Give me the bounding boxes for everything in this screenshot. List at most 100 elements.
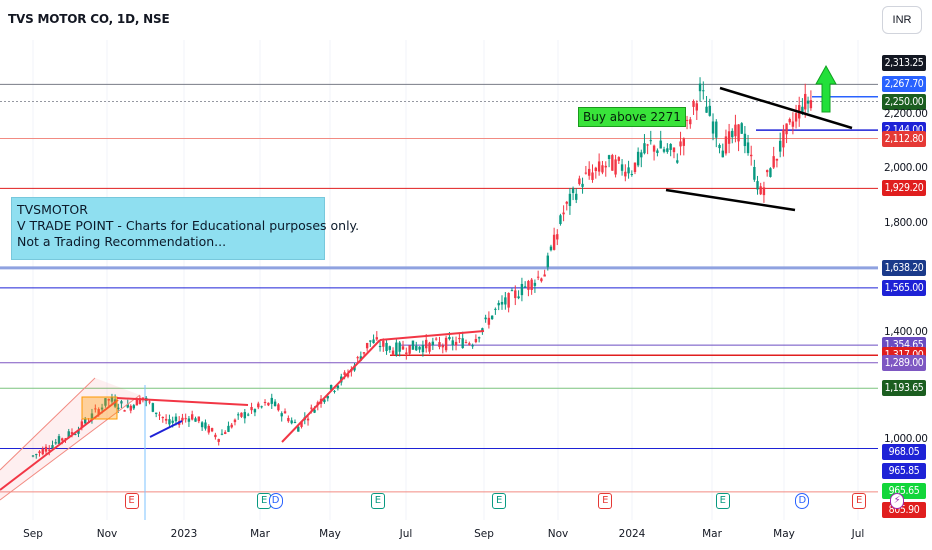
earnings-marker[interactable]: E <box>492 493 507 509</box>
candle-body <box>461 338 464 349</box>
candle-body <box>104 398 107 406</box>
candle-body <box>187 418 191 422</box>
candle-body <box>543 274 546 277</box>
candle-body <box>306 418 310 421</box>
dividend-marker[interactable]: D <box>268 493 283 509</box>
candle-body <box>135 398 139 406</box>
candle-body <box>727 131 731 144</box>
price-label-1: 2,267.70 <box>882 76 926 92</box>
candle-body <box>471 345 474 347</box>
candle-body <box>353 365 356 371</box>
note-line-3: Not a Trading Recommendation... <box>17 234 227 249</box>
price-label-2: 2,250.00 <box>882 94 926 110</box>
candle-body <box>107 398 110 401</box>
candle-body <box>246 414 250 416</box>
candle-body <box>549 246 553 251</box>
earnings-marker[interactable]: E <box>370 493 385 509</box>
earnings-marker[interactable]: E <box>852 493 867 509</box>
note-line-2: V TRADE POINT - Charts for Educational p… <box>17 218 360 233</box>
price-label-7: 1,565.00 <box>882 279 926 296</box>
candle-body <box>70 432 74 435</box>
candle-body <box>530 279 533 290</box>
price-label-15: 805.90 <box>882 502 926 518</box>
candle-body <box>411 340 415 350</box>
candle-body <box>711 121 715 134</box>
price-label-11: 1,193.65 <box>882 380 926 397</box>
candle-body <box>343 372 346 375</box>
earnings-marker[interactable]: E <box>124 493 139 509</box>
earnings-marker[interactable]: E <box>715 493 730 509</box>
candle-body <box>90 413 94 419</box>
x-tick-label: Sep <box>474 528 494 540</box>
candle-body <box>640 152 643 158</box>
candle-body <box>669 144 672 150</box>
candle-body <box>428 342 431 352</box>
candle-body <box>31 455 35 457</box>
candle-body <box>346 374 350 377</box>
candle-body <box>227 425 230 432</box>
candle-body <box>388 346 392 350</box>
candle-body <box>794 113 798 122</box>
candle-body <box>326 396 329 399</box>
trendline-red-3 <box>379 330 485 341</box>
candle-body <box>421 345 425 353</box>
candle-body <box>689 119 692 125</box>
candle-body <box>497 302 500 306</box>
candle-body <box>594 167 598 172</box>
candle-body <box>636 151 640 166</box>
candle-body <box>287 417 290 422</box>
candle-body <box>633 162 637 172</box>
candle-body <box>698 83 702 92</box>
candle-body <box>614 159 617 175</box>
candle-body <box>190 414 194 420</box>
split-marker[interactable]: ⚡ <box>890 493 905 509</box>
candle-body <box>434 338 438 340</box>
candle-body <box>510 290 514 292</box>
candle-body <box>270 397 273 404</box>
candle-body <box>672 147 676 153</box>
earnings-marker[interactable]: E <box>598 493 613 509</box>
candle-body <box>120 401 123 404</box>
candle-body <box>785 123 788 135</box>
candle-body <box>788 119 791 123</box>
candle-body <box>151 403 155 412</box>
candle-body <box>692 100 695 107</box>
candle-body <box>123 410 126 412</box>
channel-fill <box>0 378 140 500</box>
candle-body <box>224 432 227 434</box>
candle-body <box>277 404 280 411</box>
candle-body <box>775 158 779 161</box>
channel-mid <box>0 399 119 491</box>
candle-body <box>214 434 217 438</box>
currency-selector[interactable]: INR <box>882 6 922 34</box>
candle-body <box>356 357 359 359</box>
candle-body <box>431 341 435 345</box>
candle-body <box>601 165 604 173</box>
candle-body <box>705 106 708 113</box>
candle-body <box>230 424 233 428</box>
x-tick-label: 2023 <box>170 528 198 540</box>
candle-body <box>168 419 171 425</box>
candle-body <box>240 412 243 417</box>
candle-body <box>546 255 550 268</box>
candle-body <box>84 419 87 424</box>
candle-body <box>333 390 336 392</box>
candle-body <box>597 161 601 172</box>
candle-body <box>217 438 220 442</box>
x-tick-label: 2024 <box>618 528 646 540</box>
candle-body <box>743 133 747 147</box>
candle-body <box>575 193 578 200</box>
candle-body <box>659 140 662 149</box>
y-tick-label: 2,200.00 <box>884 108 928 120</box>
candle-body <box>385 342 388 352</box>
candle-body <box>481 328 484 331</box>
candle-body <box>769 168 772 177</box>
candle-body <box>649 140 652 142</box>
dividend-marker[interactable]: D <box>795 493 810 509</box>
candle-body <box>293 421 297 423</box>
candle-body <box>646 144 649 146</box>
price-label-5: 1,929.20 <box>882 180 926 197</box>
candle-body <box>336 385 340 389</box>
candle-body <box>809 100 813 109</box>
